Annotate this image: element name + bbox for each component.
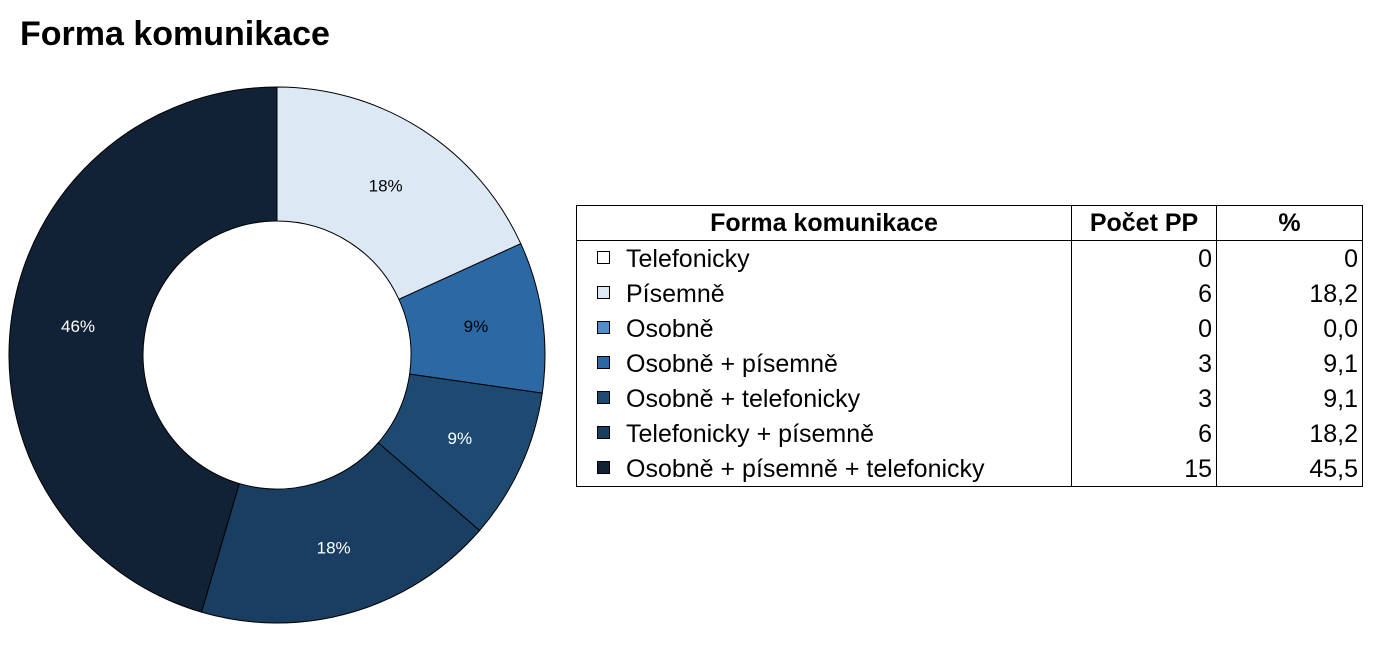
legend-count-cell: 0 <box>1071 240 1217 276</box>
legend-name-cell: Telefonicky <box>576 240 1072 276</box>
legend-count-cell: 6 <box>1071 416 1217 451</box>
legend-name-cell: Osobně + písemně <box>576 346 1072 381</box>
legend-label: Osobně + písemně + telefonicky <box>626 454 985 483</box>
header-forma-komunikace: Forma komunikace <box>576 205 1072 241</box>
legend-percent-cell: 9,1 <box>1216 346 1363 381</box>
table-row: Telefonicky 0 0 <box>576 240 1363 276</box>
legend-swatch <box>597 461 610 475</box>
legend-label: Telefonicky + písemně <box>626 419 875 448</box>
legend-label: Osobně <box>626 314 714 343</box>
legend-header-row: Forma komunikace Počet PP % <box>576 205 1363 241</box>
legend-count-cell: 6 <box>1071 276 1217 311</box>
legend-name-cell: Osobně + telefonicky <box>576 381 1072 416</box>
slice-data-label: 9% <box>464 317 489 336</box>
legend-percent-cell: 0,0 <box>1216 311 1363 346</box>
legend-swatch <box>597 251 610 265</box>
slice-data-label: 18% <box>369 176 403 195</box>
legend-label: Osobně + telefonicky <box>626 384 861 413</box>
header-percent: % <box>1216 205 1363 241</box>
table-row: Osobně + telefonicky 3 9,1 <box>576 381 1363 416</box>
table-row: Osobně + písemně + telefonicky 15 45,5 <box>576 451 1363 487</box>
legend-count-cell: 3 <box>1071 381 1217 416</box>
legend-swatch <box>597 356 610 370</box>
legend-swatch <box>597 391 610 405</box>
legend-percent-cell: 9,1 <box>1216 381 1363 416</box>
slice-data-label: 9% <box>448 429 473 448</box>
legend-name-cell: Osobně + písemně + telefonicky <box>576 451 1072 487</box>
legend-label: Telefonicky <box>626 244 750 273</box>
legend-label: Osobně + písemně <box>626 349 838 378</box>
legend-name-cell: Telefonicky + písemně <box>576 416 1072 451</box>
legend-swatch <box>597 321 610 335</box>
legend-percent-cell: 18,2 <box>1216 416 1363 451</box>
legend-count-cell: 3 <box>1071 346 1217 381</box>
donut-slice <box>200 442 481 624</box>
legend-name-cell: Osobně <box>576 311 1072 346</box>
legend-count-cell: 15 <box>1071 451 1217 487</box>
legend-label: Písemně <box>626 279 725 308</box>
legend-swatch <box>597 286 610 300</box>
legend-count-cell: 0 <box>1071 311 1217 346</box>
legend-name-cell: Písemně <box>576 276 1072 311</box>
table-row: Osobně 0 0,0 <box>576 311 1363 346</box>
table-row: Písemně 6 18,2 <box>576 276 1363 311</box>
legend-swatch <box>597 426 610 440</box>
slice-data-label: 46% <box>61 317 95 336</box>
slice-data-label: 18% <box>317 538 351 557</box>
donut-slice <box>8 86 278 613</box>
legend-percent-cell: 18,2 <box>1216 276 1363 311</box>
legend-percent-cell: 0 <box>1216 240 1363 276</box>
table-row: Telefonicky + písemně 6 18,2 <box>576 416 1363 451</box>
table-row: Osobně + písemně 3 9,1 <box>576 346 1363 381</box>
donut-slice <box>276 86 522 300</box>
chart-title: Forma komunikace <box>20 15 330 53</box>
legend-table: Forma komunikace Počet PP % Telefonicky 0… <box>576 205 1363 487</box>
header-pocet-pp: Počet PP <box>1071 205 1217 241</box>
donut-chart: 18% 9% 9% 18% 46% <box>8 86 546 624</box>
legend-percent-cell: 45,5 <box>1216 451 1363 487</box>
